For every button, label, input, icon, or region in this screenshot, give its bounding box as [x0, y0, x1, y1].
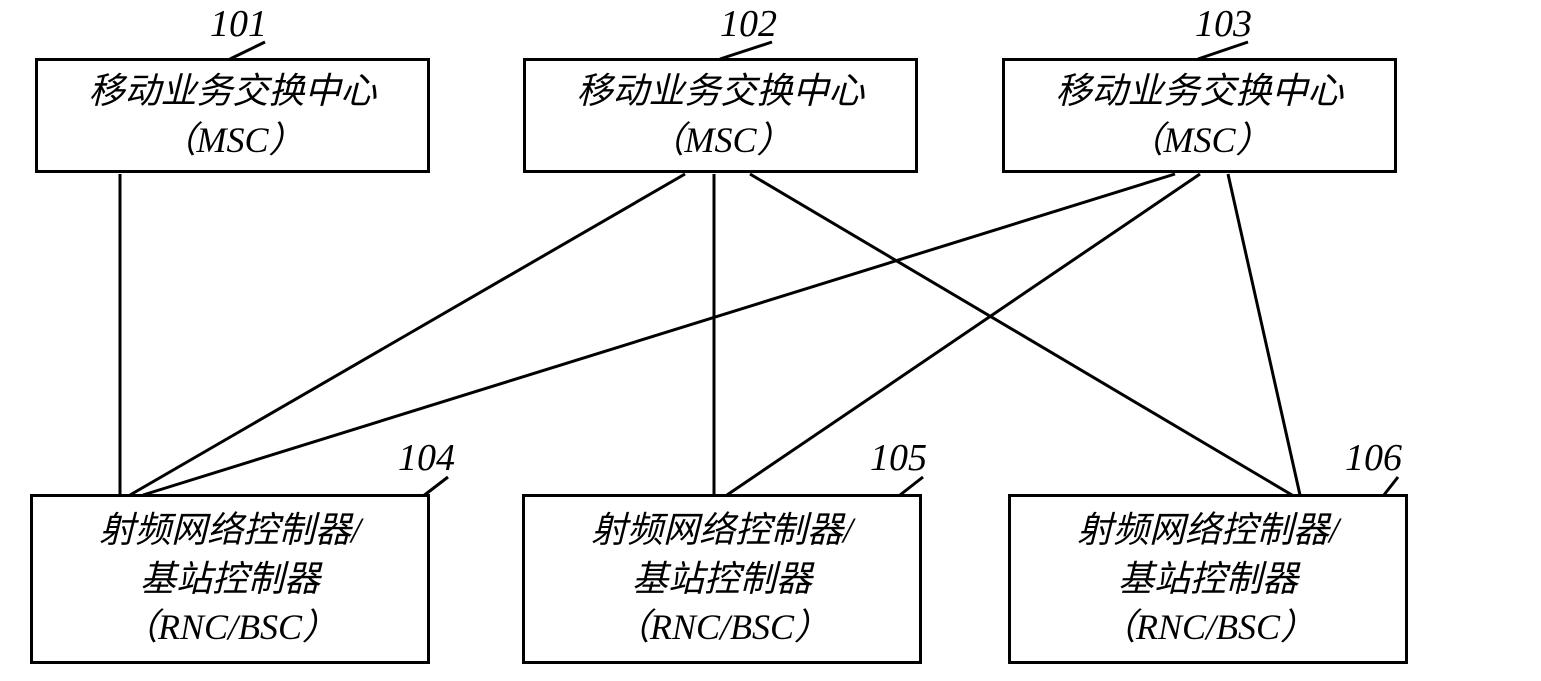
msc-102-line1: 移动业务交换中心	[576, 67, 864, 116]
msc-box-102: 移动业务交换中心 （MSC）	[523, 58, 918, 173]
msc-box-103: 移动业务交换中心 （MSC）	[1002, 58, 1397, 173]
rnc-106-line2: 基站控制器	[1118, 555, 1298, 604]
msc-102-line2: （MSC）	[648, 116, 792, 165]
edge-msc3-rnc3	[1228, 174, 1300, 495]
rnc-105-line1: 射频网络控制器/	[591, 506, 853, 555]
rnc-box-106: 射频网络控制器/ 基站控制器 （RNC/BSC）	[1008, 494, 1408, 664]
node-id-104: 104	[398, 436, 455, 480]
msc-box-101: 移动业务交换中心 （MSC）	[35, 58, 430, 173]
rnc-104-line2: 基站控制器	[140, 555, 320, 604]
rnc-105-line3: （RNC/BSC）	[614, 603, 830, 652]
rnc-box-105: 射频网络控制器/ 基站控制器 （RNC/BSC）	[522, 494, 922, 664]
node-id-103: 103	[1195, 2, 1252, 46]
rnc-105-line2: 基站控制器	[632, 555, 812, 604]
rnc-104-line1: 射频网络控制器/	[99, 506, 361, 555]
node-id-102: 102	[720, 2, 777, 46]
edge-msc3-rnc2	[727, 174, 1200, 495]
msc-103-line1: 移动业务交换中心	[1055, 67, 1343, 116]
rnc-104-line3: （RNC/BSC）	[122, 603, 338, 652]
rnc-106-line3: （RNC/BSC）	[1100, 603, 1316, 652]
rnc-106-line1: 射频网络控制器/	[1077, 506, 1339, 555]
msc-101-line2: （MSC）	[160, 116, 304, 165]
msc-101-line1: 移动业务交换中心	[88, 67, 376, 116]
node-id-105: 105	[870, 436, 927, 480]
rnc-box-104: 射频网络控制器/ 基站控制器 （RNC/BSC）	[30, 494, 430, 664]
node-id-106: 106	[1345, 436, 1402, 480]
diagram-canvas: 101 移动业务交换中心 （MSC） 102 移动业务交换中心 （MSC） 10…	[0, 0, 1541, 681]
node-id-101: 101	[210, 2, 267, 46]
msc-103-line2: （MSC）	[1127, 116, 1271, 165]
